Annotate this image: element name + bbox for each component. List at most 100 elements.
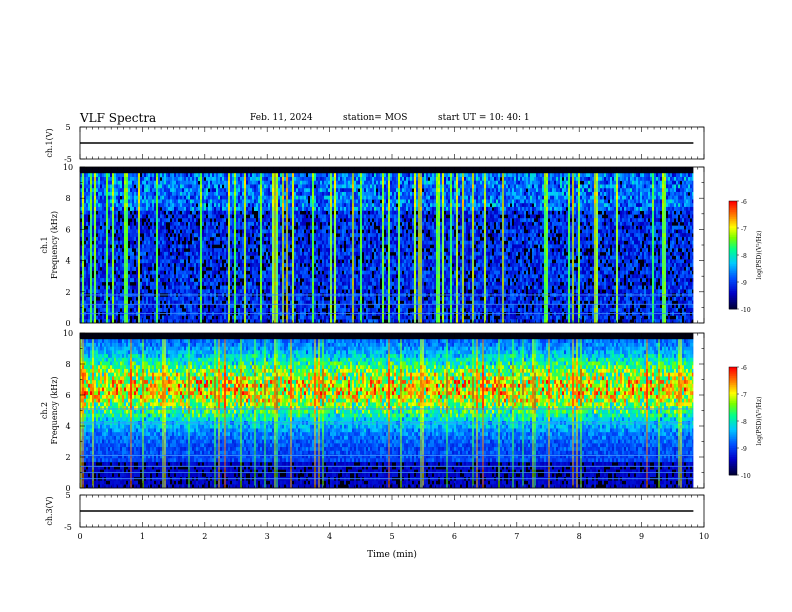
psd-cell [210, 300, 212, 305]
psd-cell [148, 188, 150, 193]
psd-cell [246, 248, 248, 253]
psd-cell [302, 319, 304, 324]
psd-cell [338, 199, 340, 204]
psd-cell [300, 274, 302, 279]
psd-cell [342, 300, 344, 305]
psd-cell [86, 188, 88, 193]
psd-cell [120, 304, 122, 309]
psd-cell [218, 248, 220, 253]
psd-cell [254, 180, 256, 185]
psd-cell [296, 229, 298, 234]
psd-cell [88, 263, 90, 268]
psd-cell [160, 308, 162, 313]
psd-cell [192, 240, 194, 245]
psd-cell [306, 251, 308, 256]
psd-cell [164, 266, 166, 271]
psd-cell [332, 240, 334, 245]
psd-cell [326, 173, 328, 178]
psd-cell [158, 206, 160, 211]
psd-cell [336, 244, 338, 249]
psd-cell [158, 266, 160, 271]
psd-cell [204, 195, 206, 200]
psd-cell [130, 278, 132, 283]
psd-cell [322, 251, 324, 256]
psd-cell [102, 203, 104, 208]
psd-cell [240, 248, 242, 253]
psd-cell [344, 195, 346, 200]
psd-cell [168, 240, 170, 245]
psd-cell [190, 221, 192, 226]
psd-cell [98, 199, 100, 204]
psd-cell [218, 225, 220, 230]
psd-cell [222, 218, 224, 223]
psd-cell [186, 278, 188, 283]
psd-cell [180, 248, 182, 253]
psd-cell [114, 218, 116, 223]
psd-cell [178, 203, 180, 208]
psd-cell [242, 225, 244, 230]
psd-cell [164, 315, 166, 320]
psd-cell [256, 315, 258, 320]
psd-cell [164, 229, 166, 234]
psd-cell [182, 229, 184, 234]
psd-cell [280, 248, 282, 253]
psd-cell [104, 218, 106, 223]
psd-cell [168, 251, 170, 256]
psd-cell [184, 206, 186, 211]
psd-cell [284, 184, 286, 189]
psd-cell [180, 263, 182, 268]
psd-cell [222, 255, 224, 260]
psd-cell [226, 289, 228, 294]
psd-cell [102, 176, 104, 182]
psd-cell [266, 176, 268, 182]
psd-cell [196, 218, 198, 223]
psd-cell [196, 199, 198, 204]
psd-cell [108, 278, 110, 283]
psd-cell [246, 296, 248, 301]
psd-cell [320, 304, 322, 309]
psd-cell [214, 266, 216, 271]
psd-cell [308, 218, 310, 223]
psd-cell [192, 191, 194, 197]
psd-cell [242, 203, 244, 208]
psd-cell [206, 173, 208, 178]
psd-cell [302, 195, 304, 200]
psd-cell [302, 176, 304, 182]
psd-cell [170, 195, 172, 200]
psd-cell [144, 289, 146, 294]
psd-cell [344, 214, 346, 219]
psd-cell [210, 195, 212, 200]
psd-cell [110, 308, 112, 313]
psd-cell [110, 173, 112, 178]
psd-cell [198, 289, 200, 294]
psd-cell [324, 315, 326, 320]
psd-cell [304, 289, 306, 294]
psd-cell [298, 315, 300, 320]
psd-cell [144, 315, 146, 320]
psd-cell [132, 233, 134, 238]
psd-cell [296, 304, 298, 309]
psd-cell [224, 221, 226, 226]
psd-cell [318, 225, 320, 230]
psd-cell [232, 236, 234, 241]
psd-cell [224, 285, 226, 290]
psd-cell [102, 195, 104, 200]
psd-cell [310, 173, 312, 178]
psd-cell [114, 225, 116, 230]
psd-cell [120, 263, 122, 268]
psd-cell [188, 281, 190, 286]
psd-cell [324, 319, 326, 324]
psd-cell [254, 281, 256, 286]
psd-cell [194, 188, 196, 193]
psd-cell [132, 203, 134, 208]
psd-cell [342, 308, 344, 313]
psd-cell [86, 199, 88, 204]
psd-cell [88, 233, 90, 238]
psd-cell [116, 285, 118, 290]
psd-cell [136, 191, 138, 197]
psd-cell [176, 173, 178, 178]
psd-cell [290, 236, 292, 241]
psd-cell [116, 259, 118, 264]
psd-cell [336, 206, 338, 211]
psd-cell [182, 274, 184, 279]
